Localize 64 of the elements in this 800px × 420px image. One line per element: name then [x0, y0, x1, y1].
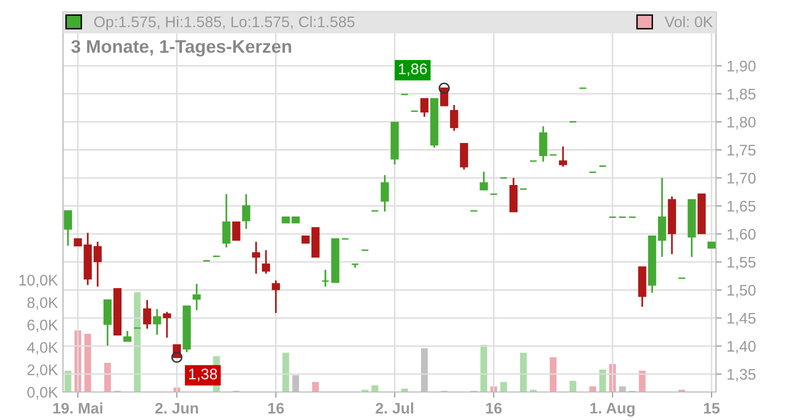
bar — [282, 352, 290, 392]
x-tick-label: 16 — [486, 402, 502, 414]
bar — [520, 352, 527, 392]
candlestick — [192, 282, 201, 312]
candlestick — [143, 299, 152, 330]
candlestick — [64, 210, 72, 247]
bar — [64, 370, 72, 392]
candlestick — [272, 280, 280, 314]
y-tick-label: 1,45 — [728, 313, 756, 326]
candlestick — [232, 221, 240, 241]
bar — [401, 388, 408, 392]
candlestick — [242, 193, 250, 230]
candlestick — [558, 146, 568, 168]
candlestick — [321, 268, 330, 288]
y-tick-label: 1,85 — [728, 88, 756, 102]
candlestick — [252, 240, 260, 275]
bar — [480, 344, 488, 392]
candlestick — [420, 98, 428, 118]
x-tick-label: 1. Aug — [590, 402, 635, 417]
y-tick-label: 1,40 — [728, 340, 756, 354]
x-tick-label: 16 — [268, 402, 284, 414]
bar — [500, 382, 507, 392]
legend-label: Vol: 0K — [664, 16, 713, 28]
y-tick-label: 1,60 — [728, 228, 756, 242]
y-tick-label: 1,70 — [728, 172, 756, 186]
y2-tick-label: 0,0K — [27, 386, 58, 400]
annotation: 1,86 — [398, 63, 427, 76]
y2-tick-label: 8,0K — [27, 297, 58, 310]
bar — [134, 292, 141, 392]
bar — [84, 334, 92, 392]
y-tick-label: 1,55 — [728, 256, 756, 270]
bar — [312, 382, 319, 392]
candlestick — [153, 308, 162, 336]
x-tick-label: 15 — [704, 402, 720, 414]
y-tick-label: 1,50 — [728, 284, 756, 298]
bar — [570, 380, 576, 392]
text: 3 Monate, 1-Tages-Kerzen — [71, 40, 292, 57]
y2-tick-label: 10,0K — [19, 274, 58, 288]
x-tick-label: 2. Jun — [155, 402, 198, 414]
y2-tick-label: 6,0K — [27, 320, 58, 332]
bar — [372, 385, 378, 392]
candlestick — [539, 126, 548, 162]
annotation: 1,38 — [189, 368, 218, 382]
y-tick-label: 1,75 — [728, 144, 756, 158]
candlestick — [450, 104, 458, 132]
bar — [550, 357, 556, 392]
candlestick — [380, 174, 389, 212]
candlestick — [123, 330, 132, 342]
y-tick-label: 1,80 — [728, 116, 756, 130]
candlestick — [480, 170, 488, 191]
bar — [104, 362, 111, 392]
candlestick — [658, 177, 666, 258]
y-tick-label: 1,90 — [728, 60, 756, 74]
candlestick — [460, 142, 468, 170]
x-tick-label: 2. Jul — [376, 402, 414, 414]
y-tick-label: 1,65 — [728, 200, 756, 214]
y2-tick-label: 4,0K — [27, 342, 58, 355]
x-tick-label: 19. Mai — [53, 402, 102, 414]
candlestick — [262, 249, 270, 275]
y2-tick-label: 2,0K — [27, 364, 58, 378]
candlestick — [222, 193, 230, 248]
y-tick-label: 1,35 — [728, 368, 756, 382]
candlestick — [162, 311, 172, 338]
legend-label: Op:1.575, Hi:1.585, Lo:1.575, Cl:1.585 — [94, 16, 355, 30]
